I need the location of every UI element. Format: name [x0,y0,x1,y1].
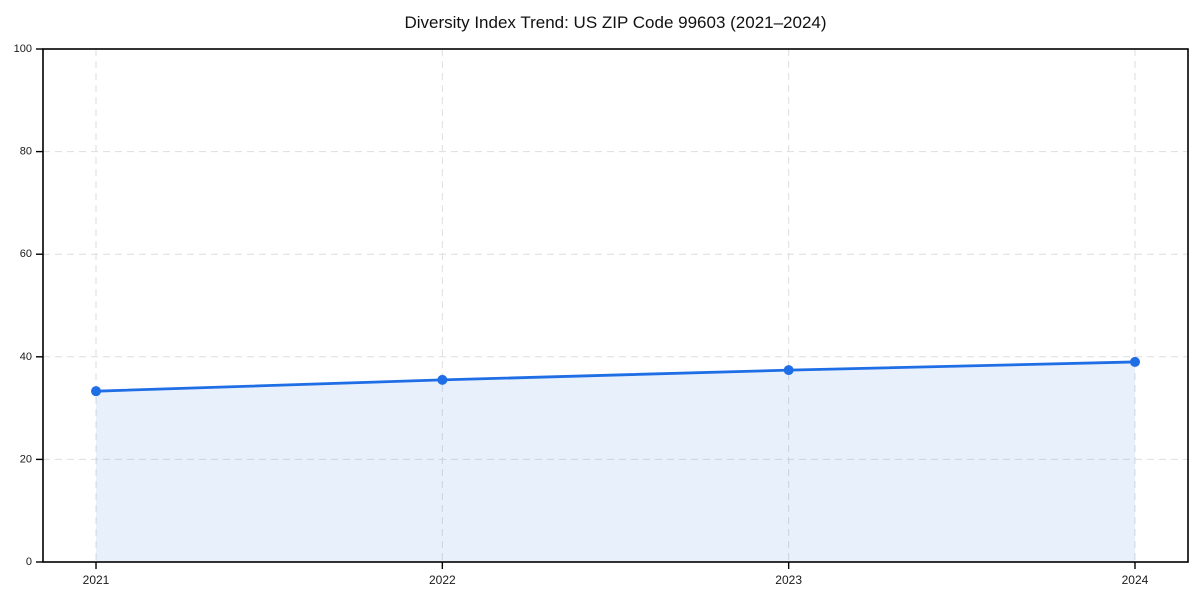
plot-border [42,48,1189,563]
chart-title: Diversity Index Trend: US ZIP Code 99603… [404,13,827,32]
trend-line [94,360,1137,393]
x-tick-label: 2024 [1122,573,1149,587]
data-point [783,365,794,376]
data-point [437,374,448,385]
y-tick-label: 100 [14,43,32,55]
x-tick-label: 2021 [83,573,110,587]
area-fill [96,361,1135,562]
y-tick-label: 20 [20,453,32,465]
data-point [91,386,102,397]
data-point [1129,356,1140,367]
y-tick-label: 0 [26,556,32,568]
x-tick-label: 2022 [429,573,456,587]
x-tick-label: 2023 [775,573,802,587]
y-tick-label: 80 [20,146,32,158]
y-tick-label: 60 [20,248,32,260]
y-tick-label: 40 [20,351,32,363]
